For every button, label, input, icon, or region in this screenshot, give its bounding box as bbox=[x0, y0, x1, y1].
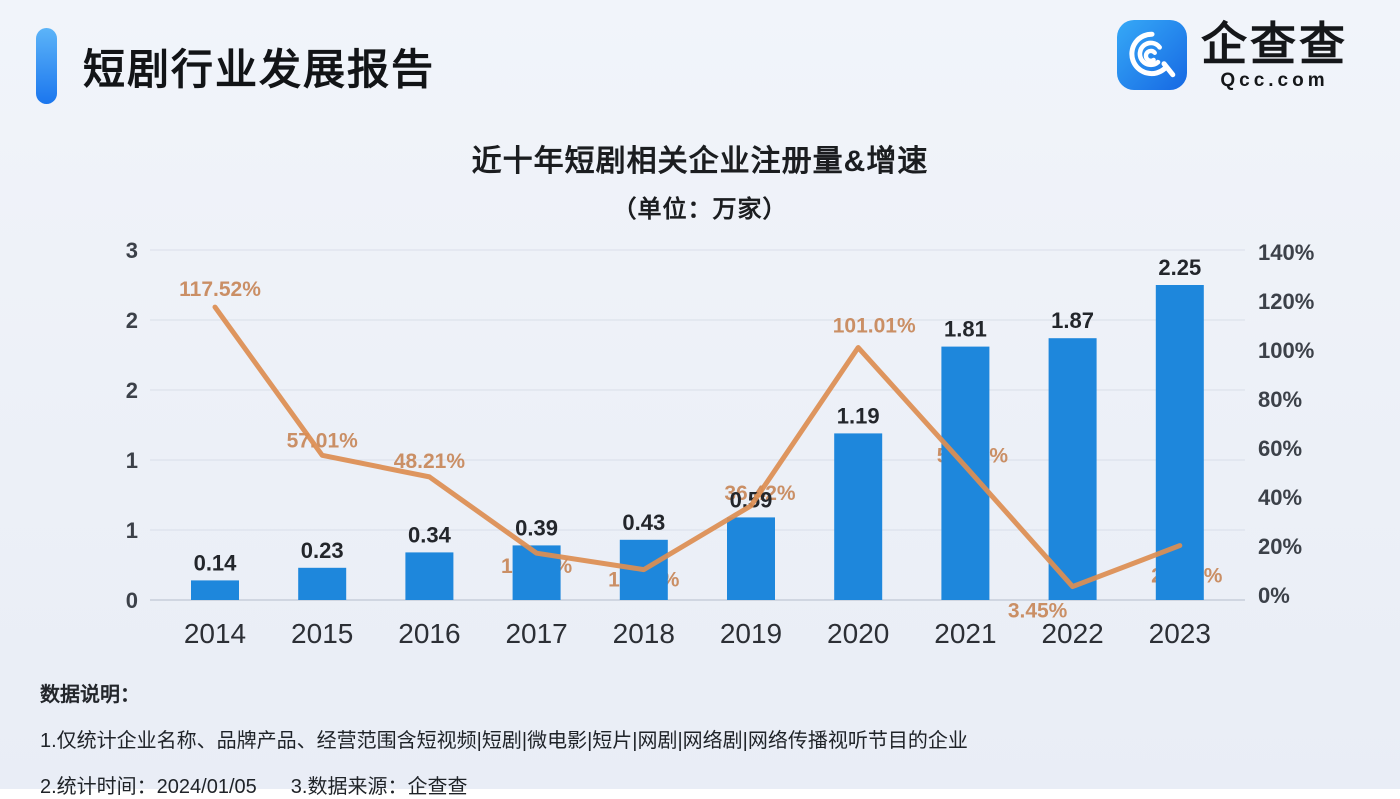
right-axis-tick: 60% bbox=[1258, 436, 1302, 461]
bar-value-label: 1.19 bbox=[837, 403, 880, 428]
growth-label: 57.01% bbox=[287, 429, 359, 452]
bar-value-label: 1.87 bbox=[1051, 308, 1094, 333]
bar-2014 bbox=[191, 580, 239, 600]
footer-note-1: 1.仅统计企业名称、品牌产品、经营范围含短视频|短剧|微电影|短片|网剧|网络剧… bbox=[40, 730, 968, 752]
bar-2020 bbox=[834, 433, 883, 600]
x-axis-year: 2018 bbox=[613, 618, 675, 649]
growth-line bbox=[212, 304, 1183, 590]
title-accent-bar bbox=[36, 28, 57, 104]
chart-subtitle: （单位：万家） bbox=[612, 196, 788, 223]
left-axis-tick: 0 bbox=[126, 588, 138, 613]
right-axis-tick: 140% bbox=[1258, 240, 1314, 265]
chart-title: 近十年短剧相关企业注册量&增速 bbox=[471, 145, 929, 178]
bar-2021 bbox=[941, 346, 990, 600]
growth-label: 3.45% bbox=[1008, 600, 1068, 623]
right-axis-tick: 100% bbox=[1258, 338, 1314, 363]
x-axis-year: 2017 bbox=[505, 618, 567, 649]
bar-value-label: 1.81 bbox=[944, 317, 987, 342]
report-header: 短剧行业发展报告 bbox=[36, 28, 435, 104]
footer-note-2: 2.统计时间：2024/01/05 3.数据来源：企查查 bbox=[40, 770, 968, 799]
right-axis-tick: 40% bbox=[1258, 485, 1302, 510]
chart-footer: 数据说明： 1.仅统计企业名称、品牌产品、经营范围含短视频|短剧|微电影|短片|… bbox=[40, 678, 968, 799]
bar-value-label: 0.23 bbox=[301, 538, 344, 563]
right-axis-tick: 120% bbox=[1258, 289, 1314, 314]
bar-value-label: 2.25 bbox=[1158, 255, 1201, 280]
x-axis-year: 2015 bbox=[291, 618, 353, 649]
x-axis-year: 2019 bbox=[720, 618, 782, 649]
growth-label: 48.21% bbox=[394, 450, 466, 473]
x-axis-year: 2020 bbox=[827, 618, 889, 649]
growth-label: 117.52% bbox=[179, 278, 261, 301]
qcc-magnifier-icon bbox=[1117, 20, 1187, 90]
qcc-logo: 企查查 Qcc.com bbox=[1117, 20, 1348, 92]
qcc-logo-text: 企查查 Qcc.com bbox=[1201, 20, 1348, 92]
left-axis-tick: 1 bbox=[126, 518, 138, 543]
footer-heading: 数据说明： bbox=[40, 684, 140, 706]
bar-2022 bbox=[1048, 338, 1097, 600]
bar-value-label: 0.43 bbox=[622, 510, 665, 535]
left-axis-tick: 3 bbox=[126, 238, 138, 263]
left-axis-tick: 2 bbox=[126, 378, 138, 403]
right-axis-tick: 0% bbox=[1258, 583, 1290, 608]
left-axis-tick: 2 bbox=[126, 308, 138, 333]
bar-2016 bbox=[405, 552, 454, 600]
bar-line-chart: 3 2 2 1 1 0 140% 120% 100% 80% 60% 40% 20% 0% 117.52% 5… bbox=[126, 238, 1315, 649]
right-axis-tick: 80% bbox=[1258, 387, 1302, 412]
chart-header: 近十年短剧相关企业注册量&增速 （单位：万家） bbox=[0, 136, 1400, 224]
bar-value-label: 0.34 bbox=[408, 522, 452, 547]
bar-value-label: 0.39 bbox=[515, 515, 558, 540]
logo-domain: Qcc.com bbox=[1220, 70, 1329, 92]
x-axis-year: 2014 bbox=[184, 618, 246, 649]
x-axis-year: 2021 bbox=[934, 618, 996, 649]
growth-label: 101.01% bbox=[833, 315, 916, 338]
bar-value-label: 0.14 bbox=[194, 550, 238, 575]
left-axis-tick: 1 bbox=[126, 448, 138, 473]
bar-2015 bbox=[298, 567, 347, 600]
footer-note-time: 2.统计时间：2024/01/05 bbox=[40, 776, 257, 798]
x-axis-year: 2023 bbox=[1149, 618, 1211, 649]
bar-2019 bbox=[727, 517, 775, 600]
x-axis-year: 2016 bbox=[398, 618, 460, 649]
logo-company-name: 企查查 bbox=[1201, 18, 1348, 70]
x-axis-year: 2022 bbox=[1041, 618, 1103, 649]
right-axis-tick: 20% bbox=[1258, 534, 1302, 559]
footer-note-source: 3.数据来源：企查查 bbox=[290, 776, 468, 798]
report-title: 短剧行业发展报告 bbox=[83, 45, 436, 93]
